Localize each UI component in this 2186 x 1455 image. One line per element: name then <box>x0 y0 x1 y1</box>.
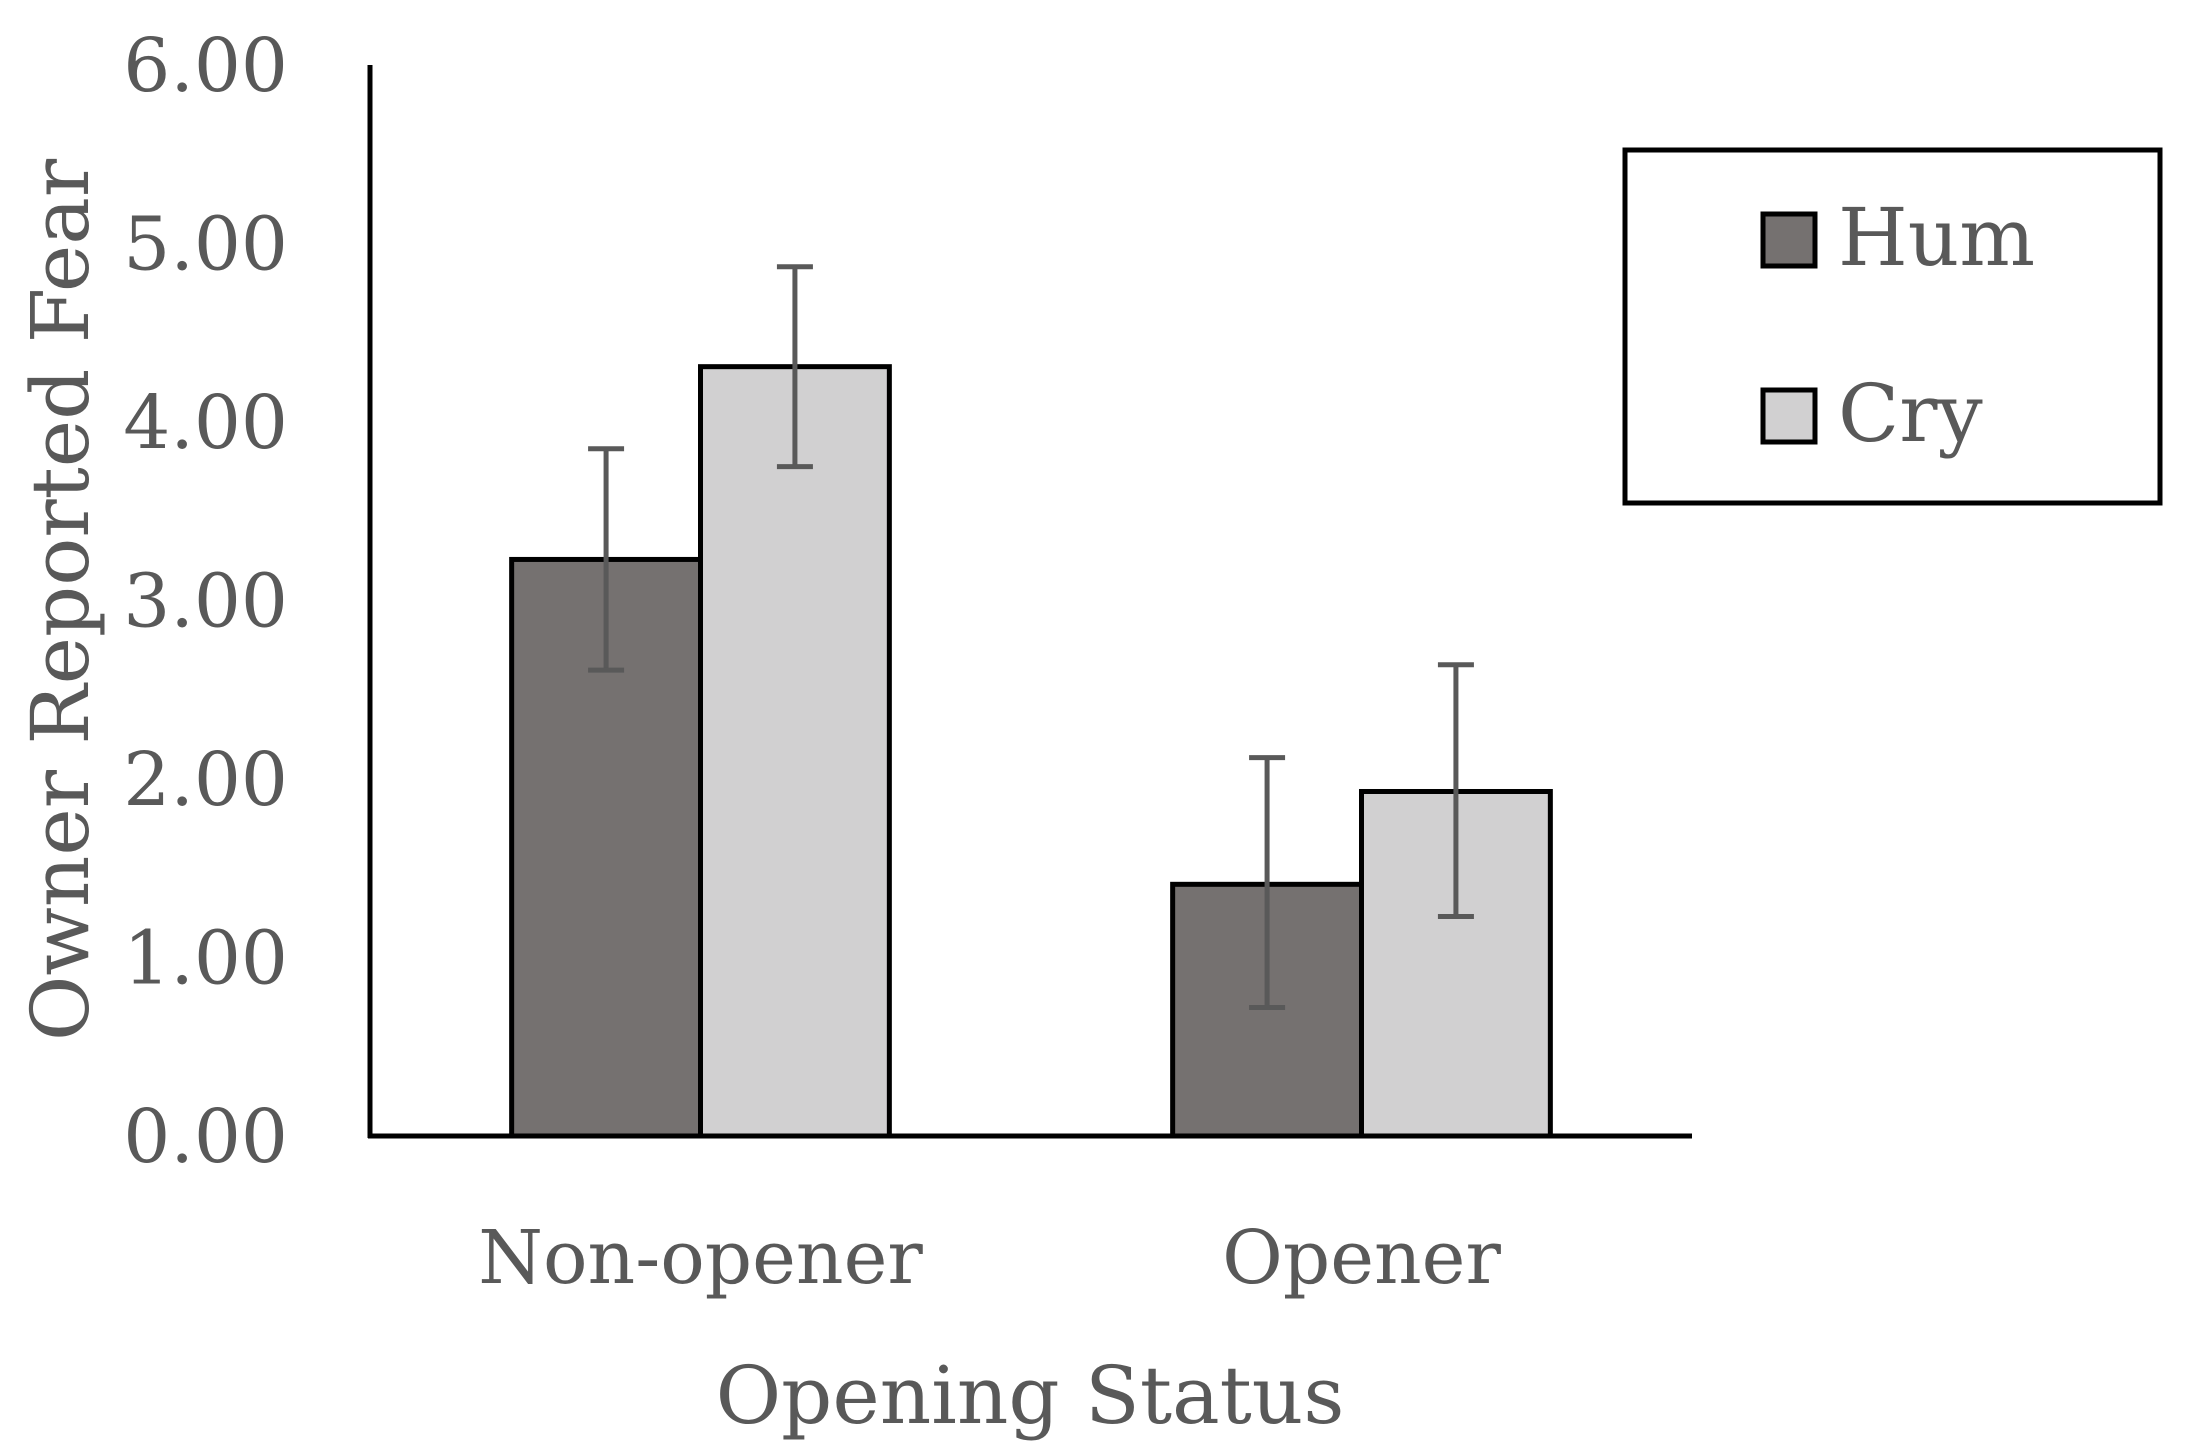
x-axis-tick-labels: Non-opener Opener <box>478 1215 1501 1301</box>
y-tick-label: 3.00 <box>123 559 288 645</box>
legend-swatch-hum <box>1760 211 1818 269</box>
legend-box <box>1622 147 2163 506</box>
y-axis-title: Owner Reported Fear <box>14 158 107 1041</box>
y-axis-ticks: 0.00 1.00 2.00 3.00 4.00 5.00 6.00 <box>123 23 288 1180</box>
legend-swatch-cry <box>1760 387 1818 445</box>
error-bar-hum-non-opener <box>588 446 625 673</box>
x-tick-label: Opener <box>1222 1215 1501 1301</box>
error-bar-cry-non-opener <box>776 264 813 470</box>
y-tick-label: 2.00 <box>123 737 288 823</box>
y-tick-label: 0.00 <box>123 1094 288 1180</box>
bar-cry-non-opener <box>698 364 892 1139</box>
y-tick-label: 4.00 <box>123 380 288 466</box>
legend: Hum Cry <box>1622 147 2163 506</box>
error-bar-hum-opener <box>1249 755 1286 1010</box>
legend-label-cry: Cry <box>1838 367 1983 460</box>
x-tick-label: Non-opener <box>478 1215 923 1301</box>
error-bars <box>588 264 1474 1010</box>
y-tick-label: 5.00 <box>123 202 288 288</box>
x-axis-title: Opening Status <box>716 1349 1345 1442</box>
y-tick-label: 6.00 <box>123 23 288 109</box>
error-bar-cry-opener <box>1437 662 1474 919</box>
bars <box>509 364 1553 1139</box>
legend-label-hum: Hum <box>1838 191 2035 284</box>
y-tick-label: 1.00 <box>123 916 288 1002</box>
